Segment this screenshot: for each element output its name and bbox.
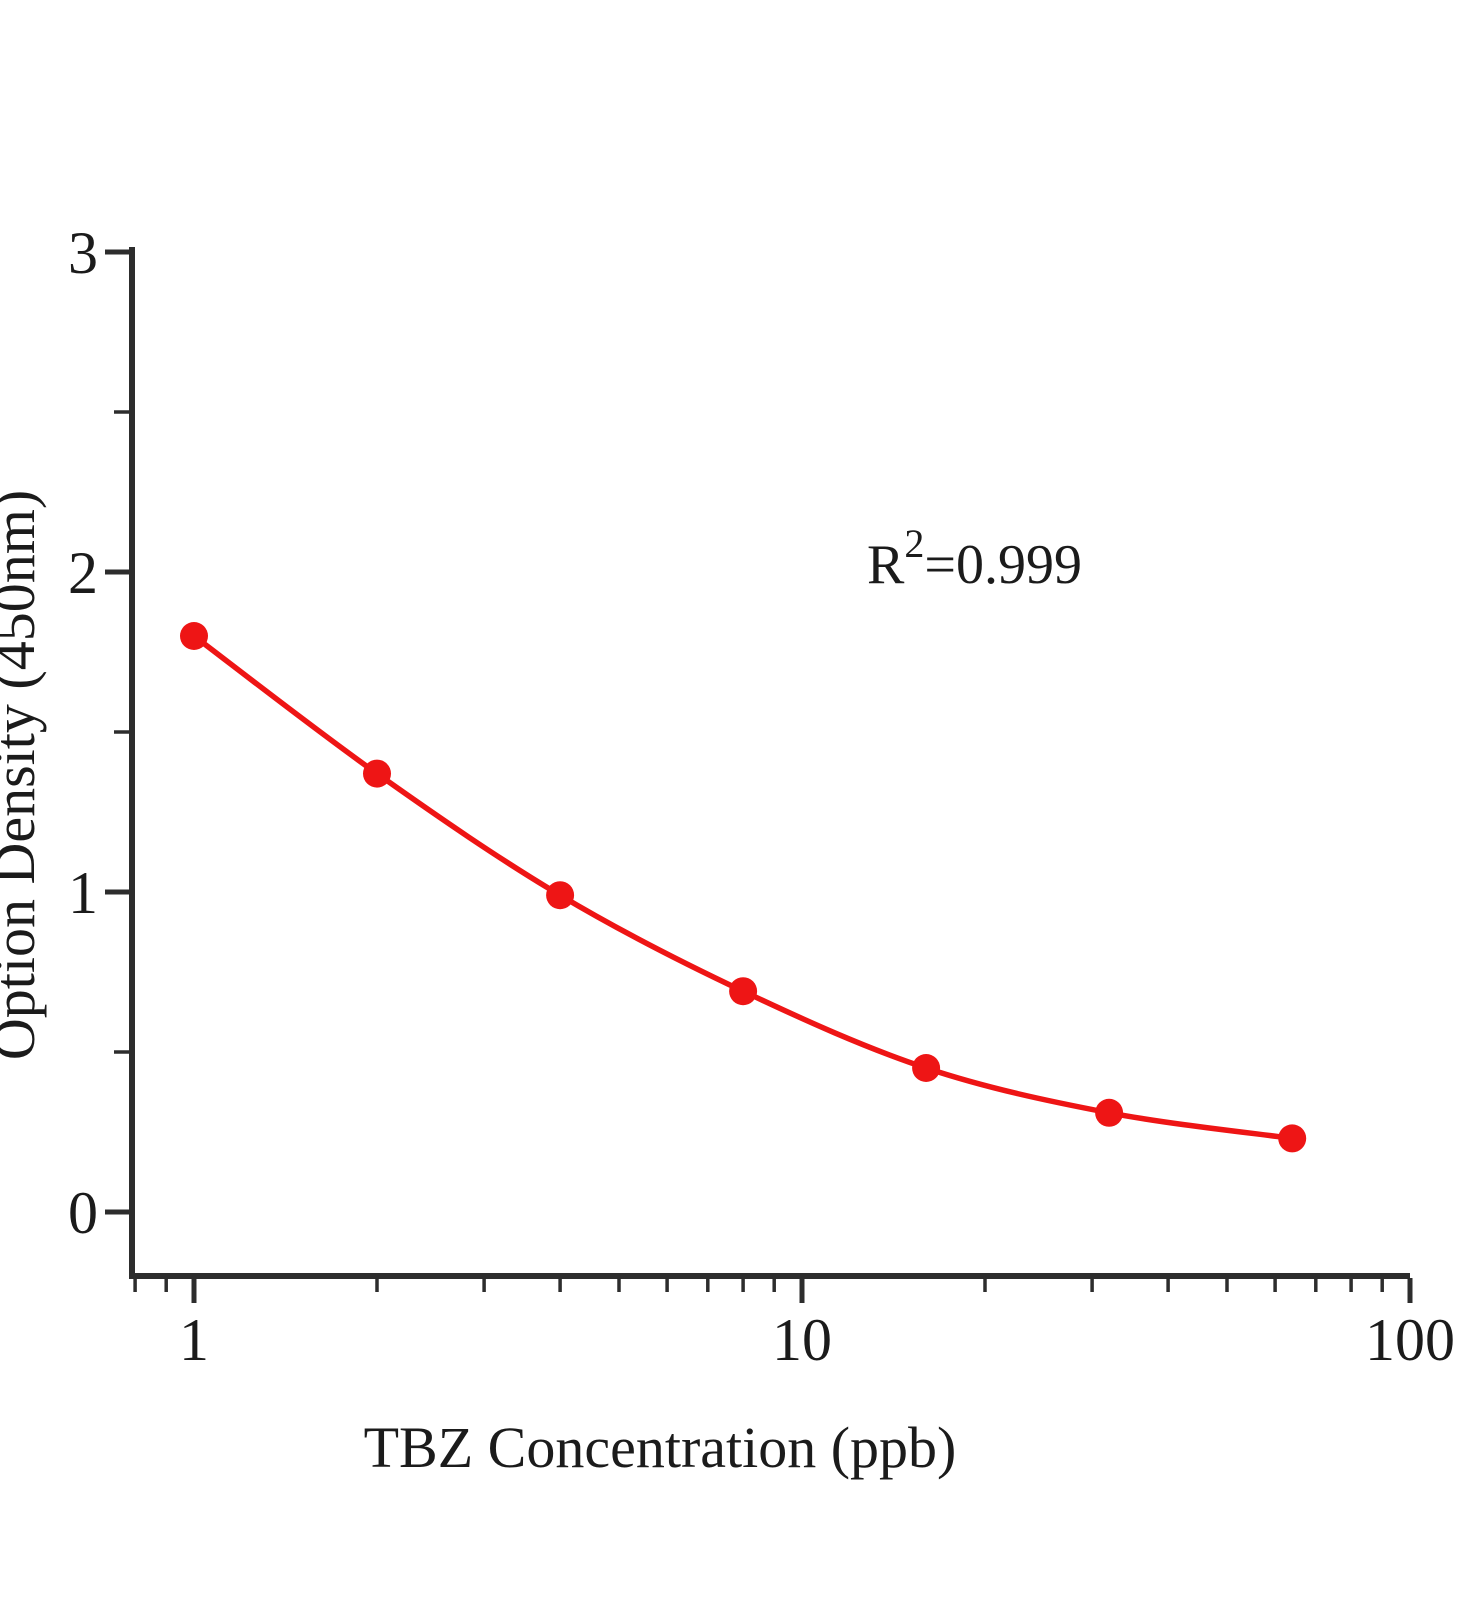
- data-point: [729, 977, 758, 1006]
- y-axis: 0 1 2 3: [68, 220, 129, 1246]
- y-tick-label: 0: [68, 1180, 98, 1246]
- y-tick-label: 1: [68, 860, 98, 926]
- data-point: [180, 622, 208, 650]
- fit-curve: [191, 633, 1295, 1142]
- x-tick-label: 10: [772, 1307, 832, 1373]
- r-squared-annotation: R2=0.999: [867, 521, 1082, 596]
- y-tick-label: 2: [68, 540, 98, 606]
- data-point: [1278, 1124, 1307, 1153]
- data-series: [180, 622, 1307, 1153]
- x-tick-label: 100: [1365, 1307, 1455, 1373]
- y-tick-label: 3: [68, 220, 98, 286]
- data-point: [912, 1054, 941, 1082]
- axes-spines: [129, 247, 1410, 1279]
- r-squared-base: R: [867, 534, 905, 596]
- data-point: [546, 881, 575, 910]
- x-tick-label: 1: [179, 1307, 209, 1373]
- data-point: [363, 759, 391, 788]
- x-axis: 1 10 100: [133, 1278, 1455, 1373]
- r-squared-value: =0.999: [924, 534, 1082, 596]
- y-axis-label: Option Density (450nm): [0, 490, 47, 1060]
- r-squared-superscript: 2: [904, 521, 924, 566]
- x-axis-label: TBZ Concentration (ppb): [364, 1415, 957, 1480]
- data-point: [1095, 1098, 1124, 1127]
